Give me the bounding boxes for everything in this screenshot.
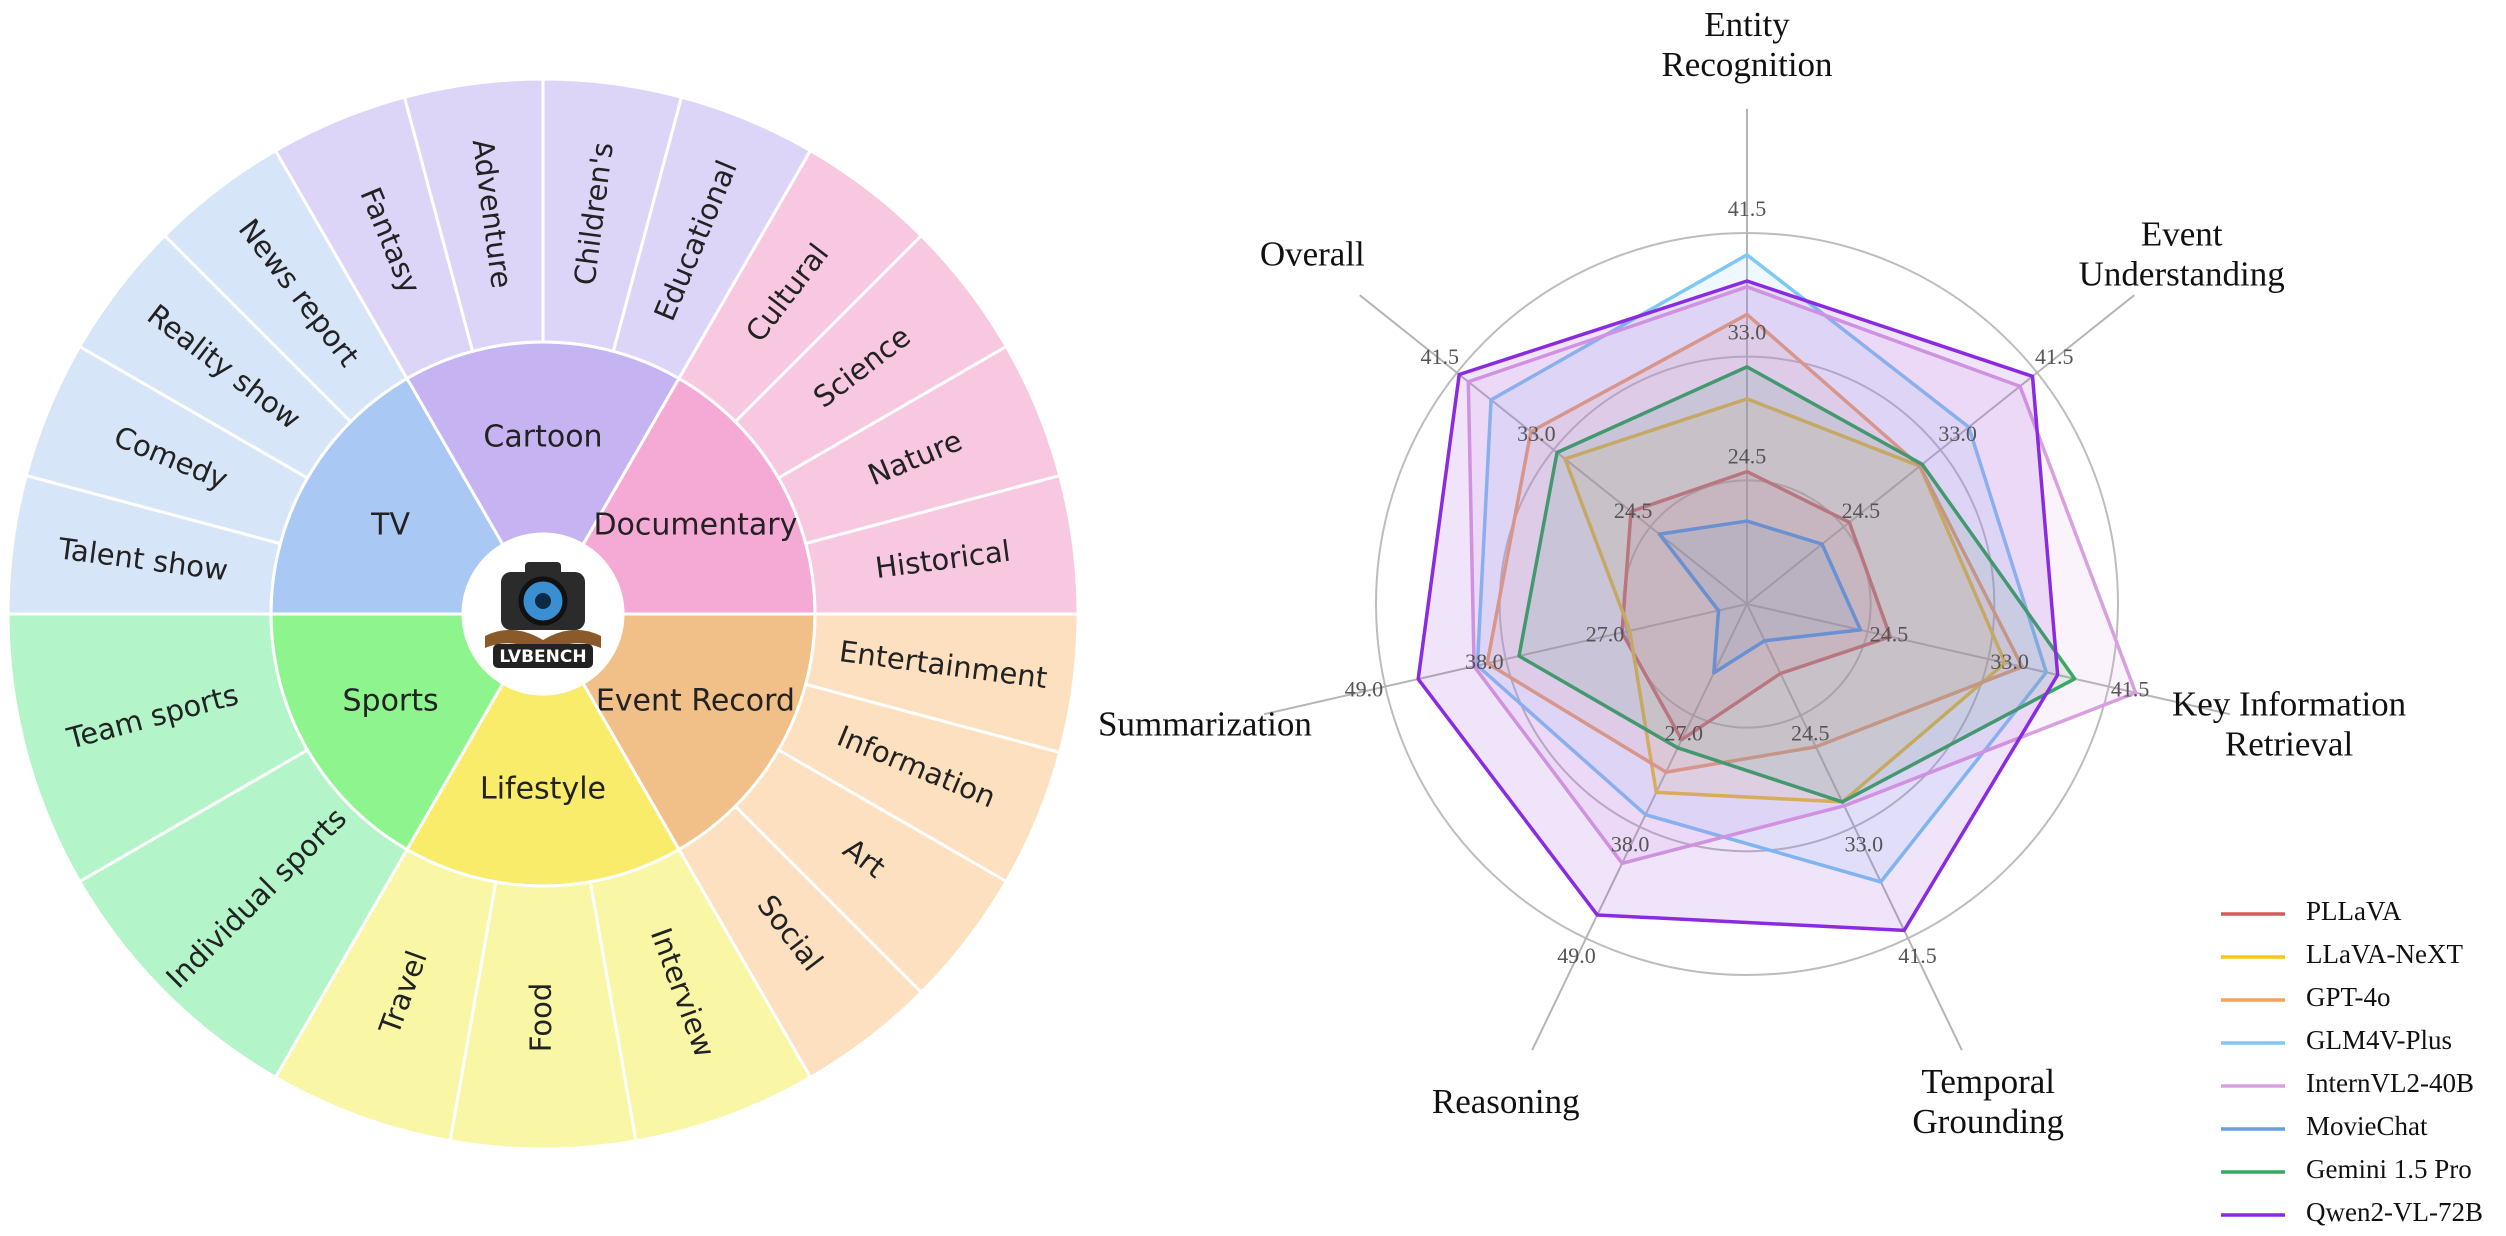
tick-label: 49.0 <box>1557 943 1596 968</box>
axis-label: Event Understanding <box>2079 214 2285 293</box>
logo-camera-top <box>525 562 561 576</box>
legend-label: LLaVA-NeXT <box>2306 939 2463 969</box>
tick-label: 41.5 <box>1728 196 1767 221</box>
axis-line <box>1263 603 1748 716</box>
logo-text: LVBENCH <box>499 647 586 667</box>
axis-label: Reasoning <box>1432 1082 1580 1121</box>
tick-label: 38.0 <box>1465 649 1504 674</box>
tick-label: 41.5 <box>2035 344 2074 369</box>
legend-label: MovieChat <box>2306 1111 2428 1141</box>
subcategory-label: Food <box>524 983 558 1053</box>
series-polygon <box>1620 469 1893 742</box>
axis-label: Overall <box>1260 234 1365 273</box>
axis-line <box>1746 603 1963 1051</box>
axis-line <box>1531 603 1748 1051</box>
legend-label: Gemini 1.5 Pro <box>2306 1154 2472 1184</box>
radar-chart: 24.5 33.0 41.5 Entity Recognition 24.5 33.0 41.… <box>1098 5 2483 1227</box>
axis-label: Entity Recognition <box>1661 5 1832 84</box>
series-polygon <box>1657 519 1863 675</box>
legend-label: GPT-4o <box>2306 982 2391 1012</box>
legend-label: InternVL2-40B <box>2306 1068 2474 1098</box>
tick-label: 27.0 <box>1586 621 1625 646</box>
tick-label: 41.5 <box>1420 344 1459 369</box>
logo-lens-center <box>535 593 551 609</box>
series-polygon <box>1485 312 2024 774</box>
tick-label: 24.5 <box>1791 720 1830 745</box>
tick-label: 33.0 <box>1728 320 1767 345</box>
axis-line <box>1746 294 2135 605</box>
tick-label: 33.0 <box>1845 832 1884 857</box>
tick-label: 41.5 <box>2111 676 2150 701</box>
legend-label: Qwen2-VL-72B <box>2306 1197 2483 1227</box>
category-label: Event Record <box>596 684 795 719</box>
axis-label: Key Information Retrieval <box>2172 685 2406 764</box>
axis-label: Summarization <box>1098 705 1312 744</box>
logo-book <box>485 629 601 654</box>
tick-label: 24.5 <box>1614 498 1653 523</box>
legend-label: PLLaVA <box>2306 896 2402 926</box>
category-label: Sports <box>342 684 438 719</box>
axis-label: Temporal Grounding <box>1912 1062 2064 1141</box>
tick-label: 49.0 <box>1345 676 1384 701</box>
category-label: Cartoon <box>483 420 602 455</box>
series-polygon <box>1416 279 2060 933</box>
tick-label: 27.0 <box>1665 720 1704 745</box>
tick-label: 33.0 <box>1517 421 1556 446</box>
tick-label: 24.5 <box>1842 498 1881 523</box>
tick-label: 41.5 <box>1898 943 1937 968</box>
category-label: Documentary <box>593 508 797 543</box>
logo-banner <box>493 644 593 668</box>
series-polygon <box>1517 365 2077 804</box>
tick-label: 33.0 <box>1938 421 1977 446</box>
series-polygon <box>1563 397 2007 804</box>
subcategory-wedge <box>6 612 310 884</box>
category-label: TV <box>370 508 410 543</box>
series-polygon <box>1475 253 2049 884</box>
tick-label: 38.0 <box>1611 832 1650 857</box>
tick-label: 24.5 <box>1870 621 1909 646</box>
axis-line <box>1746 603 2231 716</box>
tick-label: 24.5 <box>1728 443 1767 468</box>
legend-label: GLM4V-Plus <box>2306 1025 2452 1055</box>
category-label: Lifestyle <box>480 772 606 807</box>
tick-label: 33.0 <box>1990 649 2029 674</box>
axis-line <box>1359 294 1748 605</box>
